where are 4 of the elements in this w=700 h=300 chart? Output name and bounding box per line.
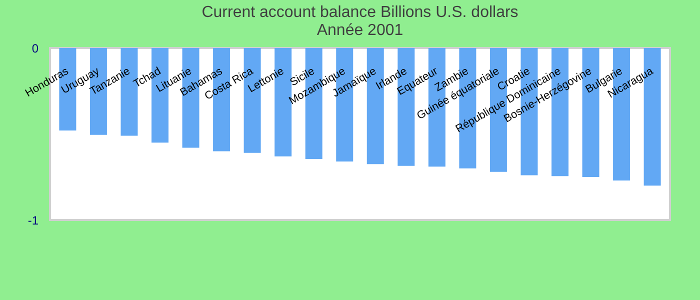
y-tick-label: -1 — [28, 214, 39, 228]
chart-subtitle: Année 2001 — [316, 22, 404, 39]
chart-title: Current account balance Billions U.S. dollars — [202, 4, 518, 21]
y-tick-label: 0 — [32, 42, 39, 56]
